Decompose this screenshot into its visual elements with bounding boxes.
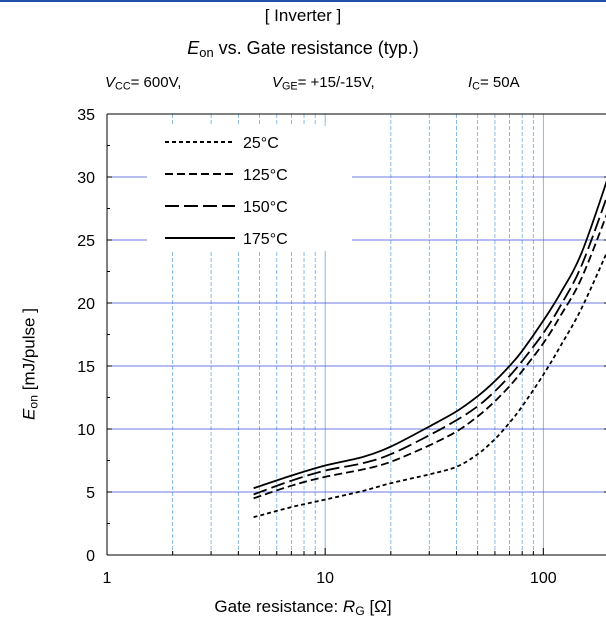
y-axis-unit: [mJ/pulse ] (19, 308, 39, 395)
condition-vge: VGE= +15/-15V, (272, 74, 375, 93)
y-axis-symbol: E (19, 408, 39, 420)
y-tick-label: 30 (77, 170, 95, 187)
y-tick-label: 35 (77, 107, 95, 124)
x-tick-label: 1 (103, 570, 112, 587)
x-axis-unit: [Ω] (364, 597, 392, 616)
title-e-symbol: E (187, 38, 200, 58)
x-axis-symbol: R (342, 597, 356, 616)
series-line-3 (253, 180, 606, 490)
y-tick-label: 5 (86, 485, 95, 502)
x-axis-label-text: Gate resistance: (214, 597, 343, 616)
legend: 25°C 125°C 150°C 175°C (147, 126, 352, 251)
series-line-1 (253, 213, 606, 500)
legend-label-1: 125°C (243, 167, 288, 184)
y-axis-subscript: on (26, 394, 41, 409)
vcc-value: = 600V, (130, 74, 182, 91)
chart-title-line1: [ Inverter ] (264, 6, 342, 25)
y-tick-label: 20 (77, 296, 95, 313)
y-tick-label: 10 (77, 422, 95, 439)
x-tick-label: 100 (530, 570, 557, 587)
top-rule (0, 0, 606, 2)
legend-label-0: 25°C (243, 135, 279, 152)
y-tick-label: 0 (86, 548, 95, 565)
x-axis-subscript: G (355, 604, 365, 619)
x-tick-label: 10 (316, 570, 334, 587)
vcc-subscript: CC (115, 80, 131, 93)
legend-label-2: 150°C (243, 199, 288, 216)
x-axis-label: Gate resistance: RG [Ω] (0, 597, 606, 618)
condition-ic: IC= 50A (468, 74, 520, 93)
vge-subscript: GE (282, 80, 298, 93)
y-axis-label: Eon [mJ/pulse ] (19, 308, 40, 420)
legend-background (147, 126, 352, 251)
series-line-0 (253, 252, 606, 519)
vcc-symbol: V (105, 74, 116, 91)
condition-vcc: VCC= 600V, (105, 74, 181, 93)
series-line-2 (253, 196, 606, 496)
ic-value: = 50A (479, 74, 520, 91)
title-e-subscript: on (199, 45, 214, 61)
title-rest: vs. Gate resistance (typ.) (213, 38, 419, 58)
vge-value: = +15/-15V, (297, 74, 375, 91)
vge-symbol: V (272, 74, 283, 91)
y-tick-label: 25 (77, 233, 95, 250)
legend-label-3: 175°C (243, 231, 288, 248)
chart-title: Eon vs. Gate resistance (typ.) (0, 38, 606, 60)
ic-symbol: I (468, 74, 473, 91)
ic-subscript: C (472, 80, 480, 93)
y-tick-label: 15 (77, 359, 95, 376)
